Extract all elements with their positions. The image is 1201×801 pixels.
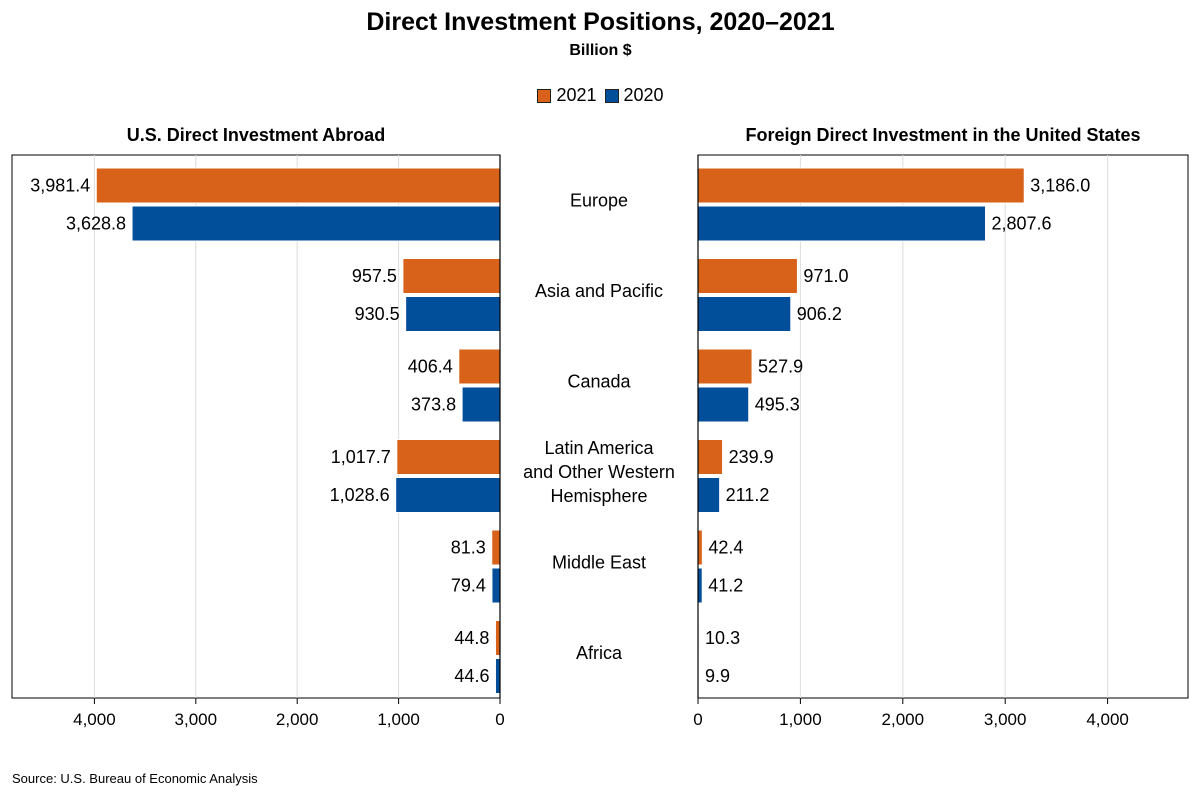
tick-label: 4,000 — [1086, 710, 1129, 729]
chart-title: Direct Investment Positions, 2020–2021 — [366, 8, 835, 36]
category-label: Canada — [567, 371, 631, 391]
bar-2020 — [491, 567, 501, 604]
right-panel-title: Foreign Direct Investment in the United … — [745, 125, 1141, 145]
data-label: 957.5 — [352, 266, 397, 286]
category-label: Africa — [576, 643, 623, 663]
tick-label: 0 — [693, 710, 702, 729]
source-note: Source: U.S. Bureau of Economic Analysis — [12, 771, 258, 786]
data-label: 3,186.0 — [1030, 176, 1090, 196]
data-label: 79.4 — [451, 576, 486, 596]
data-label: 239.9 — [729, 447, 774, 467]
data-label: 81.3 — [451, 538, 486, 558]
tick-label: 0 — [495, 710, 504, 729]
data-label: 3,981.4 — [30, 176, 90, 196]
category-label: Hemisphere — [550, 486, 647, 506]
tick-label: 3,000 — [175, 710, 218, 729]
legend-swatch-2021 — [537, 88, 552, 103]
legend-item-2021: 2021 — [537, 85, 597, 106]
category-label: Europe — [570, 190, 628, 210]
legend-label-2021: 2021 — [556, 85, 597, 105]
data-label: 44.6 — [454, 666, 489, 686]
tick-label: 1,000 — [377, 710, 420, 729]
bar-2021 — [697, 529, 703, 566]
data-label: 44.8 — [454, 628, 489, 648]
bar-2021 — [402, 258, 501, 294]
category-label: Latin America — [544, 438, 654, 458]
data-label: 1,017.7 — [331, 447, 391, 467]
data-label: 1,028.6 — [330, 485, 390, 505]
bar-2021 — [697, 439, 724, 475]
legend-label-2020: 2020 — [623, 85, 664, 105]
data-label: 373.8 — [411, 395, 456, 415]
bar-2021 — [491, 529, 501, 566]
bar-2020 — [395, 477, 501, 513]
data-label: 41.2 — [708, 576, 743, 596]
bar-2021 — [697, 348, 753, 385]
data-label: 495.3 — [755, 395, 800, 415]
data-label: 2,807.6 — [991, 214, 1051, 234]
tick-label: 2,000 — [882, 710, 925, 729]
tick-label: 3,000 — [984, 710, 1027, 729]
data-label: 9.9 — [705, 666, 730, 686]
bar-2020 — [494, 658, 501, 694]
legend: 2021 2020 — [0, 85, 1201, 106]
left-panel-title: U.S. Direct Investment Abroad — [126, 125, 386, 145]
bar-2020 — [697, 567, 703, 604]
legend-swatch-2020 — [604, 88, 619, 103]
category-label: Middle East — [552, 552, 646, 572]
bar-2020 — [697, 205, 986, 242]
bar-2020 — [697, 296, 792, 332]
bar-2021 — [697, 258, 798, 294]
data-label: 406.4 — [408, 357, 453, 377]
bar-2020 — [405, 296, 501, 332]
bar-2020 — [461, 386, 501, 423]
bar-2021 — [396, 439, 501, 475]
bar-2020 — [131, 205, 501, 242]
data-label: 3,628.8 — [66, 214, 126, 234]
bar-2020 — [697, 477, 721, 513]
bar-2021 — [95, 167, 501, 204]
category-label: Asia and Pacific — [535, 281, 663, 301]
chart-subtitle: Billion $ — [569, 42, 632, 59]
data-label: 930.5 — [355, 304, 400, 324]
data-label: 527.9 — [758, 357, 803, 377]
tick-label: 2,000 — [276, 710, 319, 729]
bar-2021 — [697, 167, 1025, 204]
data-label: 42.4 — [708, 538, 743, 558]
legend-item-2020: 2020 — [604, 85, 664, 106]
data-label: 906.2 — [797, 304, 842, 324]
tick-label: 1,000 — [779, 710, 822, 729]
bar-2020 — [697, 386, 750, 423]
data-label: 10.3 — [705, 628, 740, 648]
bar-2021 — [494, 620, 501, 656]
tick-label: 4,000 — [73, 710, 116, 729]
bar-2021 — [458, 348, 501, 385]
category-label: and Other Western — [523, 462, 675, 482]
data-label: 971.0 — [803, 266, 848, 286]
data-label: 211.2 — [726, 485, 770, 505]
